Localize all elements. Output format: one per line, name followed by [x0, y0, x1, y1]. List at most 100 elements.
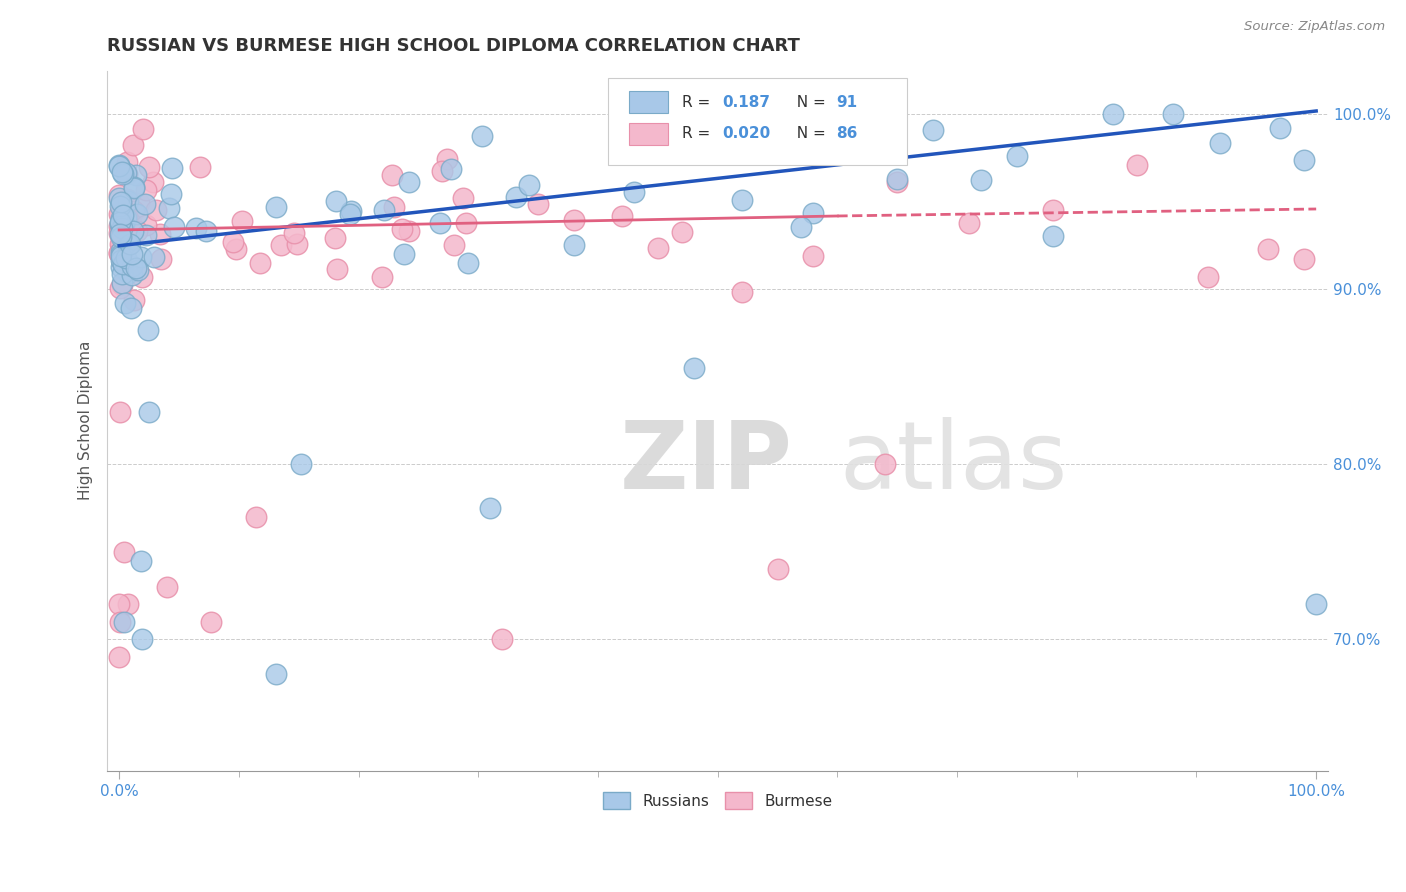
Point [440, 162, 463, 177]
Point [122, 179, 145, 194]
Point [1294, 252, 1316, 267]
Point [249, 256, 271, 270]
Point [790, 219, 813, 234]
Legend: Russians, Burmese: Russians, Burmese [596, 786, 838, 815]
Point [491, 632, 513, 647]
Point [285, 236, 308, 251]
Point [128, 196, 150, 211]
Point [290, 458, 312, 472]
Point [436, 153, 458, 167]
Point [122, 224, 145, 238]
Point [145, 203, 167, 218]
Point [1257, 242, 1279, 256]
Point [112, 545, 135, 559]
Point [121, 259, 143, 273]
Point [505, 190, 527, 204]
Point [373, 202, 395, 217]
Point [122, 203, 145, 218]
Point [129, 554, 152, 568]
Point [124, 181, 146, 195]
Point [108, 207, 131, 221]
Point [886, 175, 908, 189]
Point [162, 161, 184, 176]
Point [115, 165, 138, 179]
Point [429, 216, 451, 230]
Point [108, 245, 131, 260]
Point [875, 458, 897, 472]
Point [120, 236, 142, 251]
Point [125, 207, 148, 221]
Point [1197, 269, 1219, 284]
Point [108, 217, 131, 231]
Point [115, 251, 138, 265]
Text: 91: 91 [837, 95, 858, 110]
Point [114, 203, 136, 218]
Point [803, 249, 825, 263]
Point [108, 208, 131, 222]
Point [111, 216, 134, 230]
Text: 86: 86 [837, 127, 858, 141]
Point [108, 219, 131, 234]
Point [225, 243, 247, 257]
Text: Source: ZipAtlas.com: Source: ZipAtlas.com [1244, 20, 1385, 33]
Point [111, 267, 134, 281]
Point [121, 247, 143, 261]
Point [111, 221, 134, 235]
Point [115, 211, 138, 225]
Point [111, 200, 134, 214]
Bar [628, 91, 668, 113]
Point [108, 615, 131, 629]
Point [381, 168, 404, 182]
Point [108, 649, 131, 664]
Point [517, 178, 540, 193]
Point [730, 285, 752, 300]
Point [110, 237, 132, 252]
Point [1270, 120, 1292, 135]
Point [1101, 107, 1123, 121]
Point [112, 217, 135, 231]
Point [138, 405, 160, 419]
Point [111, 257, 134, 271]
Point [112, 257, 135, 271]
Point [157, 201, 180, 215]
Point [110, 244, 132, 258]
Point [112, 615, 135, 629]
Point [186, 220, 208, 235]
Point [264, 200, 287, 214]
Text: R =: R = [682, 127, 716, 141]
Point [610, 209, 633, 223]
Point [110, 239, 132, 253]
Point [118, 235, 141, 249]
Point [371, 269, 394, 284]
Point [131, 270, 153, 285]
Point [245, 510, 267, 524]
Text: ZIP: ZIP [620, 417, 793, 508]
Point [108, 598, 131, 612]
Point [188, 160, 211, 174]
FancyBboxPatch shape [607, 78, 907, 165]
Point [110, 227, 132, 241]
Bar [628, 122, 668, 145]
Point [110, 211, 132, 225]
Point [108, 214, 131, 228]
Point [111, 167, 134, 181]
Point [1209, 136, 1232, 151]
Text: atlas: atlas [839, 417, 1069, 508]
Point [264, 667, 287, 681]
Point [131, 632, 153, 647]
Point [135, 219, 157, 233]
Point [443, 237, 465, 252]
Point [970, 172, 993, 186]
Point [392, 247, 415, 261]
Point [527, 197, 550, 211]
Point [125, 169, 148, 183]
Point [283, 226, 305, 240]
Point [108, 246, 131, 260]
Point [108, 281, 131, 295]
Point [398, 224, 420, 238]
Point [457, 256, 479, 270]
Point [766, 562, 789, 576]
Point [1005, 149, 1028, 163]
Point [111, 254, 134, 268]
Point [398, 175, 420, 189]
